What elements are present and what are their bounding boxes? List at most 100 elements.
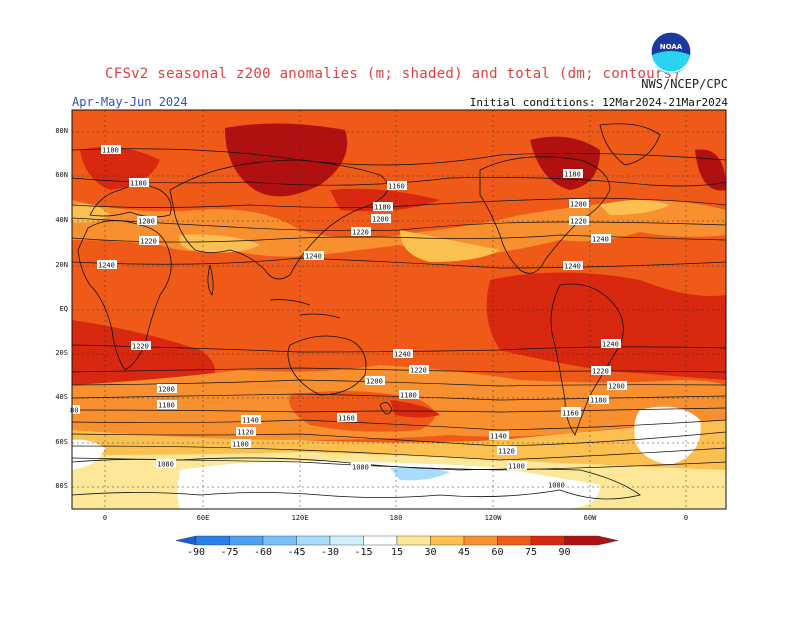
colorbar-tick-label: 45 [457,547,471,558]
contour-label: 1080 [547,480,567,490]
colorbar-swatch [463,535,498,546]
colorbar-swatch [396,535,431,546]
svg-text:1180: 1180 [400,392,417,400]
svg-text:1200: 1200 [158,386,175,394]
colorbar-swatch [195,535,230,546]
contour-label: 1160 [387,181,407,191]
svg-text:1140: 1140 [490,433,507,441]
contour-label: 1080 [156,459,176,469]
lon-label: 0 [683,514,689,522]
colorbar-tick-label: -75 [220,547,239,558]
contour-label: 1240 [304,251,324,261]
svg-text:1240: 1240 [592,236,609,244]
contour-label: 1180 [373,202,393,212]
contour-label: 1240 [393,349,413,359]
svg-text:1200: 1200 [366,378,383,386]
svg-text:1160: 1160 [388,183,405,191]
contour-label: 1240 [601,339,621,349]
colorbar-tick-label: 30 [424,547,437,558]
contour-label: 1140 [489,431,509,441]
contour-label: 1220 [569,216,589,226]
lat-label: 20S [55,349,68,357]
contour-label: 1240 [97,260,117,270]
contour-label: 1180 [129,178,149,188]
svg-text:1140: 1140 [242,417,259,425]
colorbar-swatch [564,535,619,546]
svg-text:1200: 1200 [570,201,587,209]
season-label: Apr-May-Jun 2024 [72,95,188,109]
shaded-anomaly-field [72,110,726,509]
svg-text:1180: 1180 [158,402,175,410]
contour-label: 1240 [591,234,611,244]
colorbar [175,535,619,546]
colorbar-swatch [363,535,398,546]
contour-label: 1220 [131,341,151,351]
contour-label: 1180 [399,390,419,400]
colorbar-swatch [296,535,331,546]
svg-text:1240: 1240 [305,253,322,261]
colorbar-tick-label: 60 [491,547,504,558]
contour-label: 1100 [231,439,251,449]
contour-label: 1200 [137,216,157,226]
lon-label: 60E [196,514,210,522]
contour-label: 1200 [365,376,385,386]
svg-text:1080: 1080 [548,482,565,490]
contour-label: 1180 [589,395,609,405]
svg-text:1200: 1200 [608,383,625,391]
colorbar-swatch [229,535,264,546]
colorbar-swatch [175,535,197,546]
colorbar-tick-label: 75 [524,547,538,558]
colorbar-tick-label: -60 [253,547,273,558]
colorbar-swatch [262,535,297,546]
svg-text:1240: 1240 [564,263,581,271]
lat-label: 20N [55,261,68,269]
colorbar-tick-label: -90 [186,547,206,558]
svg-text:1160: 1160 [338,415,355,423]
svg-text:1080: 1080 [157,461,174,469]
contour-label: 1180 [157,400,177,410]
lat-label: 60N [55,171,68,179]
colorbar-swatch [530,535,565,546]
svg-text:1180: 1180 [564,171,581,179]
contour-label: 1180 [101,145,121,155]
contour-label: 1220 [351,227,371,237]
colorbar-tick-label: 15 [390,547,404,558]
svg-text:1220: 1220 [132,343,149,351]
map-frame [71,109,727,510]
contour-label: 1100 [507,461,527,471]
lon-label: 120E [291,514,309,522]
lat-label: 60S [55,438,68,446]
contour-label: 1160 [561,408,581,418]
svg-text:1100: 1100 [508,463,525,471]
contour-label: 1240 [563,261,583,271]
svg-text:1220: 1220 [570,218,587,226]
svg-text:1220: 1220 [352,229,369,237]
lon-label: 180 [389,514,403,522]
colorbar-tick-label: -15 [354,547,373,558]
noaa-logo-icon: NOAA [650,31,692,73]
colorbar-swatch [497,535,532,546]
lon-label: 120W [484,514,502,522]
contour-label: 80 [69,405,80,415]
contour-label: 1200 [569,199,589,209]
contour-label: 1220 [139,236,159,246]
contour-label: 1080 [351,462,371,472]
svg-text:1100: 1100 [232,441,249,449]
chart-title: CFSv2 seasonal z200 anomalies (m; shaded… [105,66,682,82]
contour-label: 1220 [409,365,429,375]
contour-label: 1200 [371,214,391,224]
lat-label: 80S [55,482,68,490]
colorbar-swatch [329,535,364,546]
lon-label: 60W [583,514,597,522]
colorbar-tick-label: -45 [287,547,306,558]
contour-label: 1120 [497,446,517,456]
svg-text:1180: 1180 [102,147,119,155]
svg-text:1240: 1240 [602,341,619,349]
lat-label: EQ [59,305,68,313]
svg-text:1180: 1180 [374,204,391,212]
lat-label: 80N [55,127,68,135]
contour-label: 1180 [563,169,583,179]
svg-text:1220: 1220 [140,238,157,246]
noaa-logo-text: NOAA [660,43,683,51]
